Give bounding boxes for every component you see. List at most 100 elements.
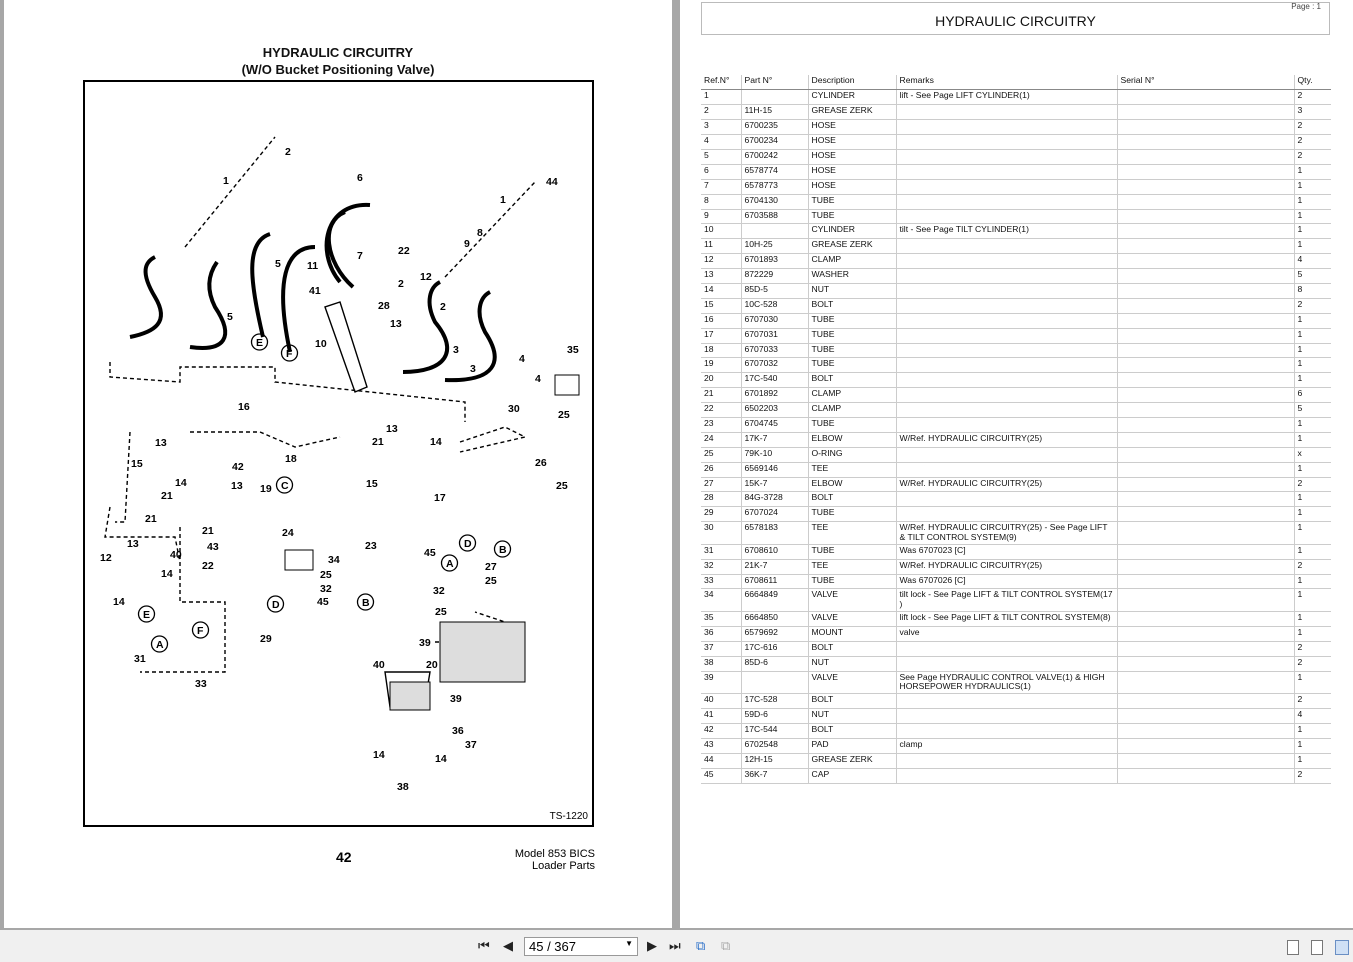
table-cell <box>1116 89 1294 106</box>
table-cell: W/Ref. HYDRAULIC CIRCUITRY(25) <box>895 477 1117 493</box>
callout-label: 27 <box>485 561 497 573</box>
table-row: 30 6578183 TEE W/Ref. HYDRAULIC CIRCUITRY(2… <box>701 521 1331 545</box>
page-selector[interactable]: 45 / 367 ▼ <box>524 937 638 956</box>
table-cell: 3 <box>701 119 741 136</box>
callout-circle <box>440 554 459 572</box>
callout-label: 2 <box>398 278 404 290</box>
table-cell: 6579692 <box>740 626 808 642</box>
table-cell <box>895 723 1117 739</box>
callout-label: 16 <box>238 401 250 413</box>
continuous-icon[interactable] <box>1311 940 1323 955</box>
table-cell <box>1116 723 1294 739</box>
table-cell: 36 <box>701 626 741 642</box>
callout-label: 4 <box>535 373 541 385</box>
table-cell <box>1116 544 1294 560</box>
callout-circle <box>458 534 477 552</box>
callout-label: 19 <box>260 483 272 495</box>
callout-label: B <box>362 597 370 609</box>
table-cell: 6664850 <box>740 611 808 627</box>
table-cell: GREASE ZERK <box>807 238 896 255</box>
table-cell: 7 <box>701 179 741 195</box>
callout-circle <box>250 333 269 351</box>
table-cell: 1 <box>1293 179 1331 195</box>
column-header: Qty. <box>1293 75 1331 91</box>
next-view-icon[interactable]: ⧉ <box>721 938 731 953</box>
prev-view-icon[interactable]: ⧉ <box>696 938 706 953</box>
tube-line <box>115 431 131 523</box>
table-cell: 6 <box>701 164 741 180</box>
two-page-icon[interactable] <box>1335 940 1349 955</box>
table-row: 34 6664849 VALVE tilt lock - See Page LIFT … <box>701 588 1331 613</box>
table-cell <box>1116 104 1294 121</box>
last-page-icon[interactable]: ⏭ <box>669 938 681 953</box>
column-header: Description <box>807 75 896 91</box>
table-row: 10 CYLINDER tilt - See Page TILT CYLINDER(… <box>701 223 1331 240</box>
single-page-icon[interactable] <box>1287 940 1299 955</box>
table-row: 22 6502203 CLAMP 5 <box>701 402 1331 418</box>
callout-label: 39 <box>419 637 431 649</box>
table-cell: 2 <box>701 104 741 121</box>
table-row: 43 6702548 PAD clamp 1 <box>701 738 1331 754</box>
table-cell: 1 <box>1293 343 1331 359</box>
table-cell <box>1116 328 1294 344</box>
table-cell <box>1116 357 1294 374</box>
table-cell: 34 <box>701 588 741 613</box>
callout-label: 32 <box>433 585 445 597</box>
table-cell <box>1116 343 1294 359</box>
table-cell <box>895 194 1117 210</box>
table-row: 44 12H-15 GREASE ZERK 1 <box>701 753 1331 769</box>
table-cell <box>895 119 1117 136</box>
table-cell: WASHER <box>807 268 896 284</box>
table-cell: 21K-7 <box>740 559 808 575</box>
table-cell: 1 <box>1293 521 1331 545</box>
prev-page-icon[interactable]: ◀ <box>503 938 513 953</box>
hose <box>189 260 228 350</box>
tube-line <box>104 506 181 563</box>
table-cell <box>895 164 1117 180</box>
table-cell: 12H-15 <box>740 753 808 769</box>
table-cell <box>1116 506 1294 523</box>
chevron-down-icon[interactable]: ▼ <box>625 939 633 948</box>
table-cell: 14 <box>701 283 741 299</box>
table-cell: Was 6707023 [C] <box>895 544 1117 560</box>
table-cell <box>895 209 1117 225</box>
callout-label: 2 <box>440 301 446 313</box>
table-cell <box>895 253 1117 270</box>
callout-label: 28 <box>378 300 390 312</box>
callout-label: 5 <box>275 258 281 270</box>
table-cell: 2 <box>1293 298 1331 314</box>
table-cell <box>1116 671 1294 695</box>
callout-label: D <box>464 538 472 550</box>
callout-label: 21 <box>372 436 384 448</box>
table-cell: 6702548 <box>740 738 808 754</box>
callout-label: 25 <box>485 575 497 587</box>
callout-label: 36 <box>452 725 464 737</box>
table-cell: 25 <box>701 447 741 463</box>
first-page-icon[interactable]: ⏮ <box>478 938 490 953</box>
table-cell <box>1116 238 1294 255</box>
callout-label: 8 <box>477 227 483 239</box>
table-cell <box>1116 119 1294 136</box>
callout-label: 43 <box>207 541 219 553</box>
table-cell: 8 <box>1293 283 1331 299</box>
table-cell <box>895 328 1117 344</box>
callout-label: 41 <box>309 285 321 297</box>
table-cell <box>1116 693 1294 710</box>
table-cell: 5 <box>1293 268 1331 284</box>
column-header: Serial N° <box>1116 75 1294 91</box>
table-cell <box>895 357 1117 374</box>
tube-line <box>184 136 276 248</box>
table-cell: 1 <box>1293 223 1331 240</box>
table-cell: 8 <box>701 194 741 210</box>
table-cell: TUBE <box>807 343 896 359</box>
table-cell: 1 <box>1293 194 1331 210</box>
table-cell: 2 <box>1293 768 1331 784</box>
callout-label: E <box>143 609 150 621</box>
table-cell: 29 <box>701 506 741 523</box>
next-page-icon[interactable]: ▶ <box>647 938 657 953</box>
callout-label: 26 <box>535 457 547 469</box>
table-cell: MOUNT <box>807 626 896 642</box>
table-cell: 872229 <box>740 268 808 284</box>
table-cell: TUBE <box>807 417 896 433</box>
table-cell: 17C-540 <box>740 372 808 389</box>
